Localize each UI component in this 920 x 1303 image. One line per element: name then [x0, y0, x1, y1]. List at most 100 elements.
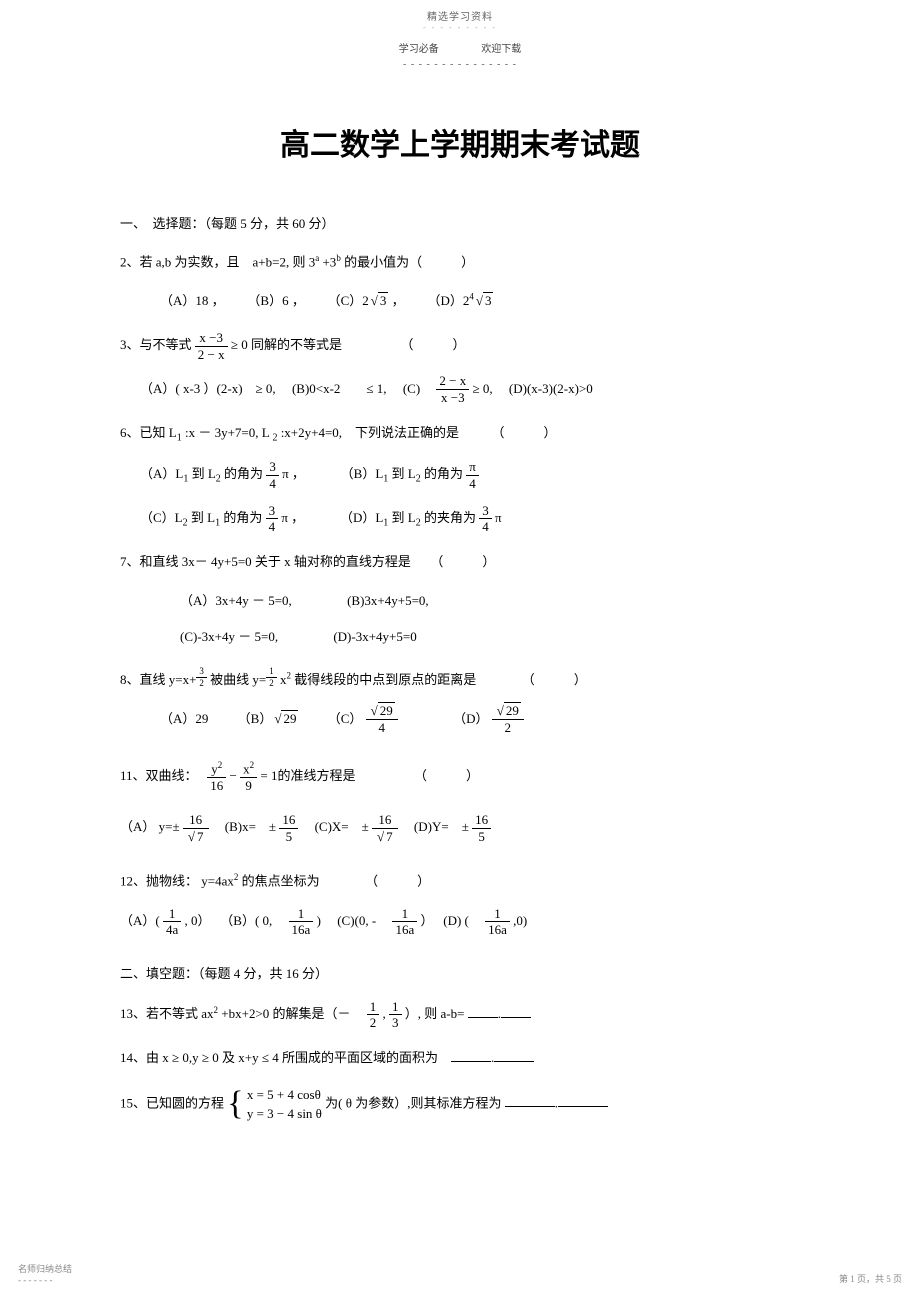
- q6-fracB: π4: [466, 459, 479, 491]
- q12-optD-den: 16a: [485, 922, 510, 938]
- q2-opt-d-sqrt: 3: [474, 285, 494, 316]
- q6-fracC-den: 4: [266, 519, 279, 535]
- question-3: 3、与不等式 x −3 2 − x ≥ 0 同解的不等式是 （ ）: [120, 330, 800, 362]
- q6-fracB-num: π: [466, 459, 479, 476]
- q11-optD-pre: (D)Y= ±: [414, 819, 472, 834]
- q6-optC-d: π ，: [281, 510, 297, 525]
- q11-optA-rad: 7: [195, 828, 206, 844]
- q12-optB-frac: 116a: [289, 906, 314, 938]
- q11-minus: −: [230, 767, 241, 782]
- question-13: 13、若不等式 ax2 +bx+2>0 的解集是（－ 12 , 13 ）, 则 …: [120, 999, 800, 1031]
- q11-optC-num: 16: [372, 812, 398, 829]
- q6-optC-c: 的角为: [220, 510, 266, 525]
- footer-left-dots: - - - - - - -: [18, 1275, 72, 1285]
- q12-optB-num: 1: [289, 906, 314, 923]
- q6-fracA-num: 3: [266, 459, 279, 476]
- q11-optD-frac: 16 5: [472, 812, 491, 844]
- q2-opt-b: （B）6 ，: [247, 293, 298, 308]
- q8-opt-d-pre: （D）: [453, 711, 488, 726]
- q8-opt-b-pre: （B）: [238, 711, 273, 726]
- q12-optA-post: , 0）: [185, 913, 205, 928]
- q8-text-b: 被曲线 y=: [207, 672, 266, 687]
- q6-optD-c: 的夹角为: [421, 510, 480, 525]
- question-8: 8、直线 y=x+32 被曲线 y=12 x2 截得线段的中点到原点的距离是 （…: [120, 666, 800, 693]
- question-2: 2、若 a,b 为实数，且 a+b=2, 则 3a +3b 的最小值为（ ）: [120, 249, 800, 275]
- q6-fracD-num: 3: [479, 503, 492, 520]
- q11-f1-sup: 2: [218, 760, 223, 770]
- q13-f1-den: 2: [367, 1015, 380, 1031]
- q6-optB-b: 到 L: [388, 466, 415, 481]
- q12-options: （A）( 14a , 0） （B）( 0, 116a ) (C)(0, - 11…: [120, 905, 800, 938]
- q6-fracC: 34: [266, 503, 279, 535]
- q3-opt-b: (B)0<x-2 ≤ 1,: [292, 381, 387, 396]
- q12-optB-pre: （B）( 0,: [220, 913, 285, 928]
- q13-f1: 12: [367, 999, 380, 1031]
- q8-options: （A）29 （B）29 （C） 29 4 （D） 29 2: [160, 703, 800, 736]
- q8-opt-c-frac: 29 4: [366, 703, 398, 735]
- q11-f2: x2 9: [240, 760, 257, 794]
- q13-f2: 13: [389, 999, 402, 1031]
- q12-optB-den: 16a: [289, 922, 314, 938]
- q14-blank2: [494, 1061, 534, 1062]
- q11-optA-num: 16: [183, 812, 209, 829]
- q6-fracD: 34: [479, 503, 492, 535]
- q3-frac-den: 2 − x: [195, 347, 228, 363]
- q6-options-ab: （A）L1 到 L2 的角为 34 π ， （B）L1 到 L2 的角为 π4: [140, 458, 800, 492]
- q7-opt-d: (D)-3x+4y+5=0: [333, 629, 416, 644]
- q11-optD-den: 5: [472, 829, 491, 845]
- q8-opt-a: （A）29: [160, 711, 208, 726]
- q3-opt-c-den: x −3: [436, 390, 469, 406]
- q11-optC-den: 7: [372, 829, 398, 845]
- q11-f2-num: x2: [240, 760, 257, 778]
- q3-opt-c-pre: (C): [403, 381, 433, 396]
- q8-opt-d-sqrt: 29: [495, 703, 521, 719]
- q6-text-a: 6、已知 L: [120, 425, 177, 440]
- q2-options: （A）18 ， （B）6 ， （C）23 ， （D）243: [160, 285, 800, 316]
- q8-f2: 12: [266, 666, 277, 689]
- q6-fracC-num: 3: [266, 503, 279, 520]
- q6-text-b: :x － 3y+7=0, L: [182, 425, 273, 440]
- q2-text-c: 的最小值为（ ）: [341, 254, 474, 269]
- q8-opt-c-rad: 29: [378, 702, 395, 718]
- q13-f2-num: 1: [389, 999, 402, 1016]
- q6-options-cd: （C）L2 到 L1 的角为 34 π ， （D）L1 到 L2 的夹角为 34…: [140, 502, 800, 536]
- question-15: 15、已知圆的方程 { x = 5 + 4 cosθ y = 3 − 4 sin…: [120, 1085, 800, 1124]
- q6-fracD-den: 4: [479, 519, 492, 535]
- q12-optD-pre: (D) (: [443, 913, 482, 928]
- header-sub: 学习必备 欢迎下载: [120, 32, 800, 59]
- q7-opt-c: (C)-3x+4y － 5=0,: [180, 629, 278, 644]
- q2-opt-c-sqrt: 3: [369, 285, 389, 316]
- q13-text-c: ）, 则 a-b=: [405, 1006, 468, 1021]
- q12-optA-pre: （A）(: [120, 913, 163, 928]
- q15-cases: x = 5 + 4 cosθ y = 3 − 4 sin θ: [247, 1085, 322, 1124]
- q12-optC-frac: 116a: [392, 906, 417, 938]
- q2-text-a: 2、若 a,b 为实数，且 a+b=2, 则 3: [120, 254, 315, 269]
- q8-opt-b-sqrt: 29: [272, 703, 298, 734]
- q14-blank1: [451, 1061, 491, 1062]
- q3-opt-c-num: 2 − x: [436, 373, 469, 390]
- q2-opt-c-post: ，: [388, 293, 398, 308]
- content-body: 一、 选择题：（每题 5 分，共 60 分） 2、若 a,b 为实数，且 a+b…: [120, 214, 800, 1124]
- q12-optC-num: 1: [392, 906, 417, 923]
- section-2-head: 二、填空题：（每题 4 分，共 16 分）: [120, 964, 800, 985]
- q15-text-b: 为( θ 为参数）,则其标准方程为: [325, 1095, 505, 1110]
- q8-opt-c-den: 4: [366, 720, 398, 736]
- q6-fracA: 34: [266, 459, 279, 491]
- q11-optA-den: 7: [183, 829, 209, 845]
- q12-optA-frac: 14a: [163, 906, 181, 938]
- question-6: 6、已知 L1 :x － 3y+7=0, L 2 :x+2y+4=0, 下列说法…: [120, 420, 800, 449]
- q2-opt-d-pre: （D）2: [427, 293, 469, 308]
- q7-opt-b: (B)3x+4y+5=0,: [347, 593, 429, 608]
- header-sub-right: 欢迎下载: [481, 44, 521, 55]
- q6-optD-a: （D）L: [340, 510, 383, 525]
- q12-optD-frac: 116a: [485, 906, 510, 938]
- q2-opt-d-rad: 3: [483, 292, 494, 308]
- q11-f1-den: 16: [207, 778, 226, 794]
- q6-fracA-den: 4: [266, 476, 279, 492]
- q11-f2-den: 9: [240, 778, 257, 794]
- q8-opt-c-num: 29: [366, 703, 398, 720]
- q2-text-b: +3: [319, 254, 336, 269]
- q15-case2: y = 3 − 4 sin θ: [247, 1104, 322, 1124]
- q8-f1-num: 3: [196, 666, 207, 678]
- q6-optC-a: （C）L: [140, 510, 183, 525]
